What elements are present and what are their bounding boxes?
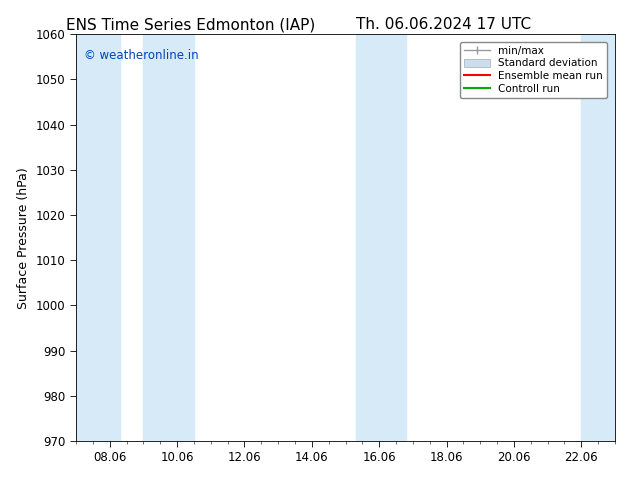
Y-axis label: Surface Pressure (hPa): Surface Pressure (hPa) xyxy=(17,167,30,309)
Legend: min/max, Standard deviation, Ensemble mean run, Controll run: min/max, Standard deviation, Ensemble me… xyxy=(460,42,607,98)
Bar xyxy=(581,34,615,441)
Text: Th. 06.06.2024 17 UTC: Th. 06.06.2024 17 UTC xyxy=(356,17,531,32)
Bar xyxy=(76,34,120,441)
Text: © weatheronline.in: © weatheronline.in xyxy=(84,49,199,62)
Bar xyxy=(356,34,406,441)
Bar xyxy=(143,34,194,441)
Text: ENS Time Series Edmonton (IAP): ENS Time Series Edmonton (IAP) xyxy=(65,17,315,32)
